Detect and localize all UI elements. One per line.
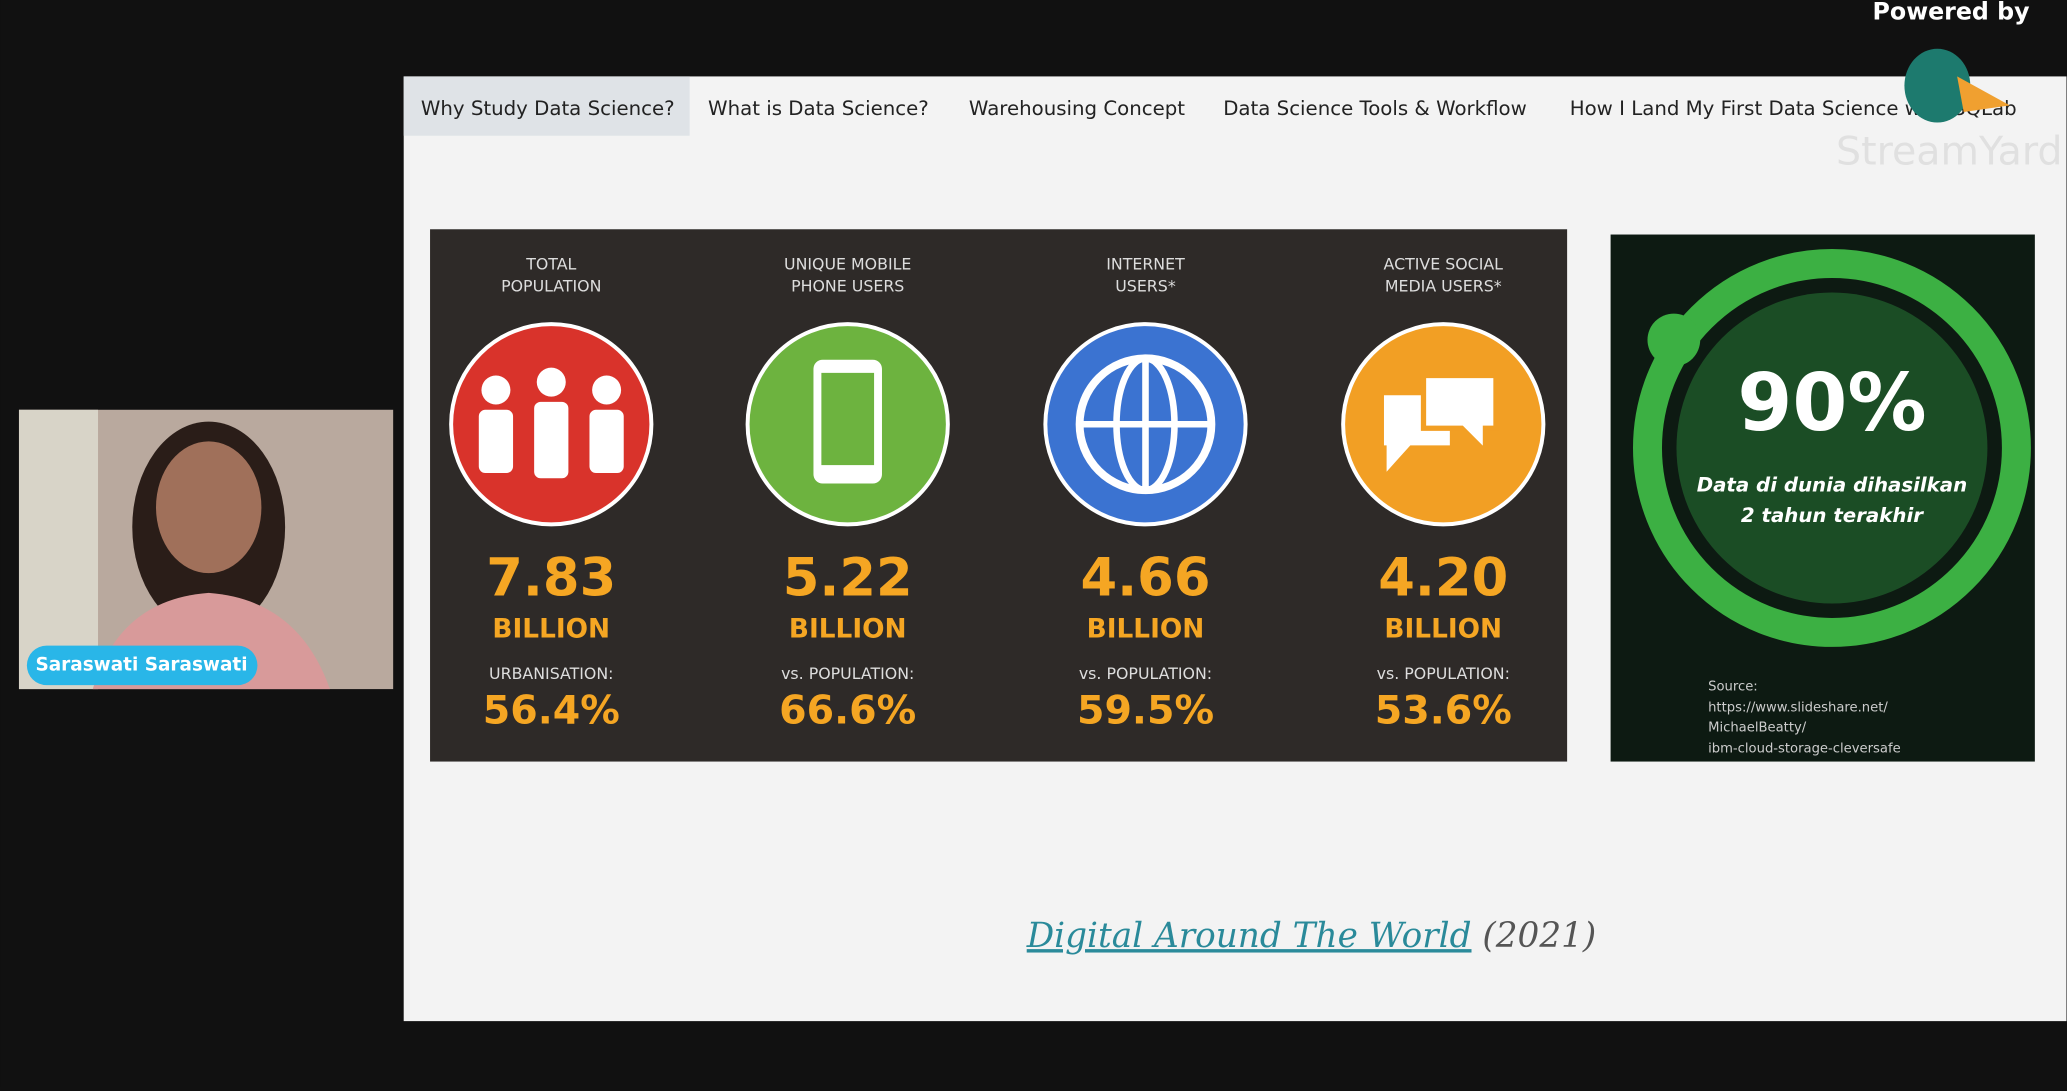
stat-percent: 66.6% bbox=[779, 687, 916, 733]
icon-part bbox=[589, 409, 624, 474]
stat-percent: 53.6% bbox=[1375, 687, 1512, 733]
stat-sub: vs. POPULATION: bbox=[1377, 664, 1510, 683]
brand: StreamYard bbox=[1836, 129, 2063, 175]
icon-part bbox=[478, 409, 514, 474]
video-wall bbox=[18, 409, 99, 690]
stat-unit: BILLION bbox=[789, 614, 907, 644]
ring-knob bbox=[1647, 313, 1701, 367]
icon-part bbox=[592, 375, 622, 405]
tab[interactable]: Data Science Tools & Workflow bbox=[1223, 97, 1527, 120]
stat-label: INTERNET bbox=[1106, 254, 1185, 273]
face bbox=[155, 441, 262, 574]
source: ibm-cloud-storage-cleversafe bbox=[1708, 741, 1901, 756]
stat-label: POPULATION bbox=[501, 277, 601, 296]
stat-value: 4.20 bbox=[1378, 548, 1508, 609]
source: https://www.slideshare.net/ bbox=[1708, 701, 1888, 716]
stat-label: TOTAL bbox=[525, 254, 576, 273]
stat-sub: vs. POPULATION: bbox=[1079, 664, 1212, 683]
stat-percent: 56.4% bbox=[483, 687, 620, 733]
active-tab bbox=[403, 76, 690, 136]
stat-label: PHONE USERS bbox=[791, 277, 904, 296]
tab[interactable]: Warehousing Concept bbox=[969, 97, 1185, 120]
ring-inner bbox=[1676, 292, 1988, 604]
side-caption: 2 tahun terakhir bbox=[1741, 504, 1924, 527]
stat-label: MEDIA USERS* bbox=[1385, 277, 1502, 296]
stat-sub: vs. POPULATION: bbox=[781, 664, 914, 683]
tab-bar: Why Study Data Science? What is Data Scie… bbox=[421, 97, 2017, 120]
logo-beak bbox=[1957, 76, 2010, 112]
ring bbox=[1632, 249, 2031, 647]
stat-sub: URBANISATION: bbox=[489, 664, 613, 683]
side-caption: Data di dunia dihasilkan bbox=[1697, 474, 1968, 497]
stat-unit: BILLION bbox=[492, 614, 610, 644]
name-pill bbox=[26, 645, 258, 686]
headline: 90% bbox=[1737, 357, 1926, 449]
caption: Digital Around The World (2021) bbox=[1026, 916, 1597, 956]
stat-unit: BILLION bbox=[1384, 614, 1502, 644]
source: MichaelBeatty/ bbox=[1708, 720, 1807, 735]
tab[interactable]: Why Study Data Science? bbox=[421, 97, 675, 120]
icon-part bbox=[1420, 372, 1499, 459]
caption-link[interactable]: Digital Around The World bbox=[1026, 916, 1472, 956]
source: Source: bbox=[1708, 679, 1758, 694]
tab[interactable]: What is Data Science? bbox=[708, 97, 929, 120]
stat-value: 7.83 bbox=[486, 548, 616, 609]
stat-value: 5.22 bbox=[783, 548, 913, 609]
powered-by: Powered by bbox=[1873, 0, 2031, 26]
tab[interactable]: How I Land My First Data Science with SQ… bbox=[1570, 97, 2017, 120]
stat-label: USERS* bbox=[1115, 277, 1176, 296]
stat-label: UNIQUE MOBILE bbox=[784, 254, 911, 273]
logo bbox=[1904, 48, 1971, 123]
icon-part bbox=[481, 375, 511, 405]
stat-label: ACTIVE SOCIAL bbox=[1384, 254, 1504, 273]
stats: TOTAL POPULATION 7.83 BILLION URBANISATION: 5… bbox=[449, 254, 1546, 733]
stat-value: 4.66 bbox=[1080, 548, 1210, 609]
icon-part bbox=[534, 401, 569, 479]
stat-unit: BILLION bbox=[1087, 614, 1205, 644]
caption-year: (2021) bbox=[1482, 916, 1596, 956]
icon-part bbox=[536, 367, 566, 397]
icon-part bbox=[821, 372, 875, 466]
stat-percent: 59.5% bbox=[1077, 687, 1214, 733]
presenter-name: Saraswati Saraswati bbox=[35, 654, 247, 675]
